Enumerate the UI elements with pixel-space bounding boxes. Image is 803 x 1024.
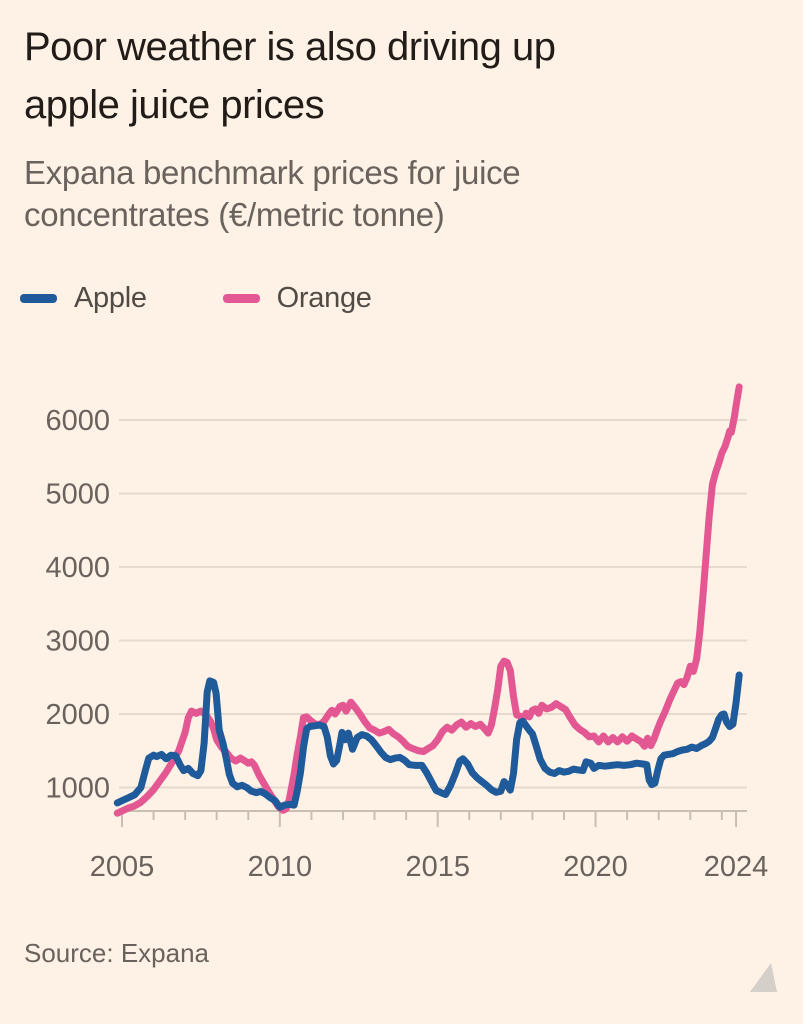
svg-text:1000: 1000 xyxy=(45,773,110,805)
chart-title-line-2: apple juice prices xyxy=(24,83,325,127)
svg-text:2020: 2020 xyxy=(563,851,628,880)
svg-text:5000: 5000 xyxy=(45,479,110,511)
svg-text:4000: 4000 xyxy=(45,552,110,584)
legend-label-orange: Orange xyxy=(276,282,372,314)
chart-title: Poor weather is also driving up apple ju… xyxy=(24,18,764,134)
legend-item-apple: Apple xyxy=(20,282,147,315)
svg-text:2005: 2005 xyxy=(90,851,155,880)
svg-text:2024: 2024 xyxy=(704,851,769,880)
apple-series-swatch-icon xyxy=(20,294,57,303)
chart-subtitle-line-2: concentrates (€/metric tonne) xyxy=(24,196,445,233)
chart-legend: Apple Orange xyxy=(20,282,372,315)
legend-item-orange: Orange xyxy=(222,282,372,315)
source-note: Source: Expana xyxy=(24,938,210,968)
orange-series-swatch-icon xyxy=(222,294,260,303)
chart-subtitle-line-1: Expana benchmark prices for juice xyxy=(24,154,521,191)
svg-text:2000: 2000 xyxy=(45,699,110,731)
legend-label-apple: Apple xyxy=(74,282,147,314)
chart-title-line-1: Poor weather is also driving up xyxy=(24,25,556,69)
chart-subtitle: Expana benchmark prices for juice concen… xyxy=(24,152,764,236)
svg-text:2010: 2010 xyxy=(248,851,313,880)
price-line-chart: 1000 2000 3000 4000 5000 6000 2005 2010 2015 2020… xyxy=(45,383,769,880)
svg-text:3000: 3000 xyxy=(45,626,110,658)
resize-handle-icon xyxy=(750,963,777,992)
svg-text:2015: 2015 xyxy=(405,851,470,880)
svg-text:6000: 6000 xyxy=(45,405,110,437)
